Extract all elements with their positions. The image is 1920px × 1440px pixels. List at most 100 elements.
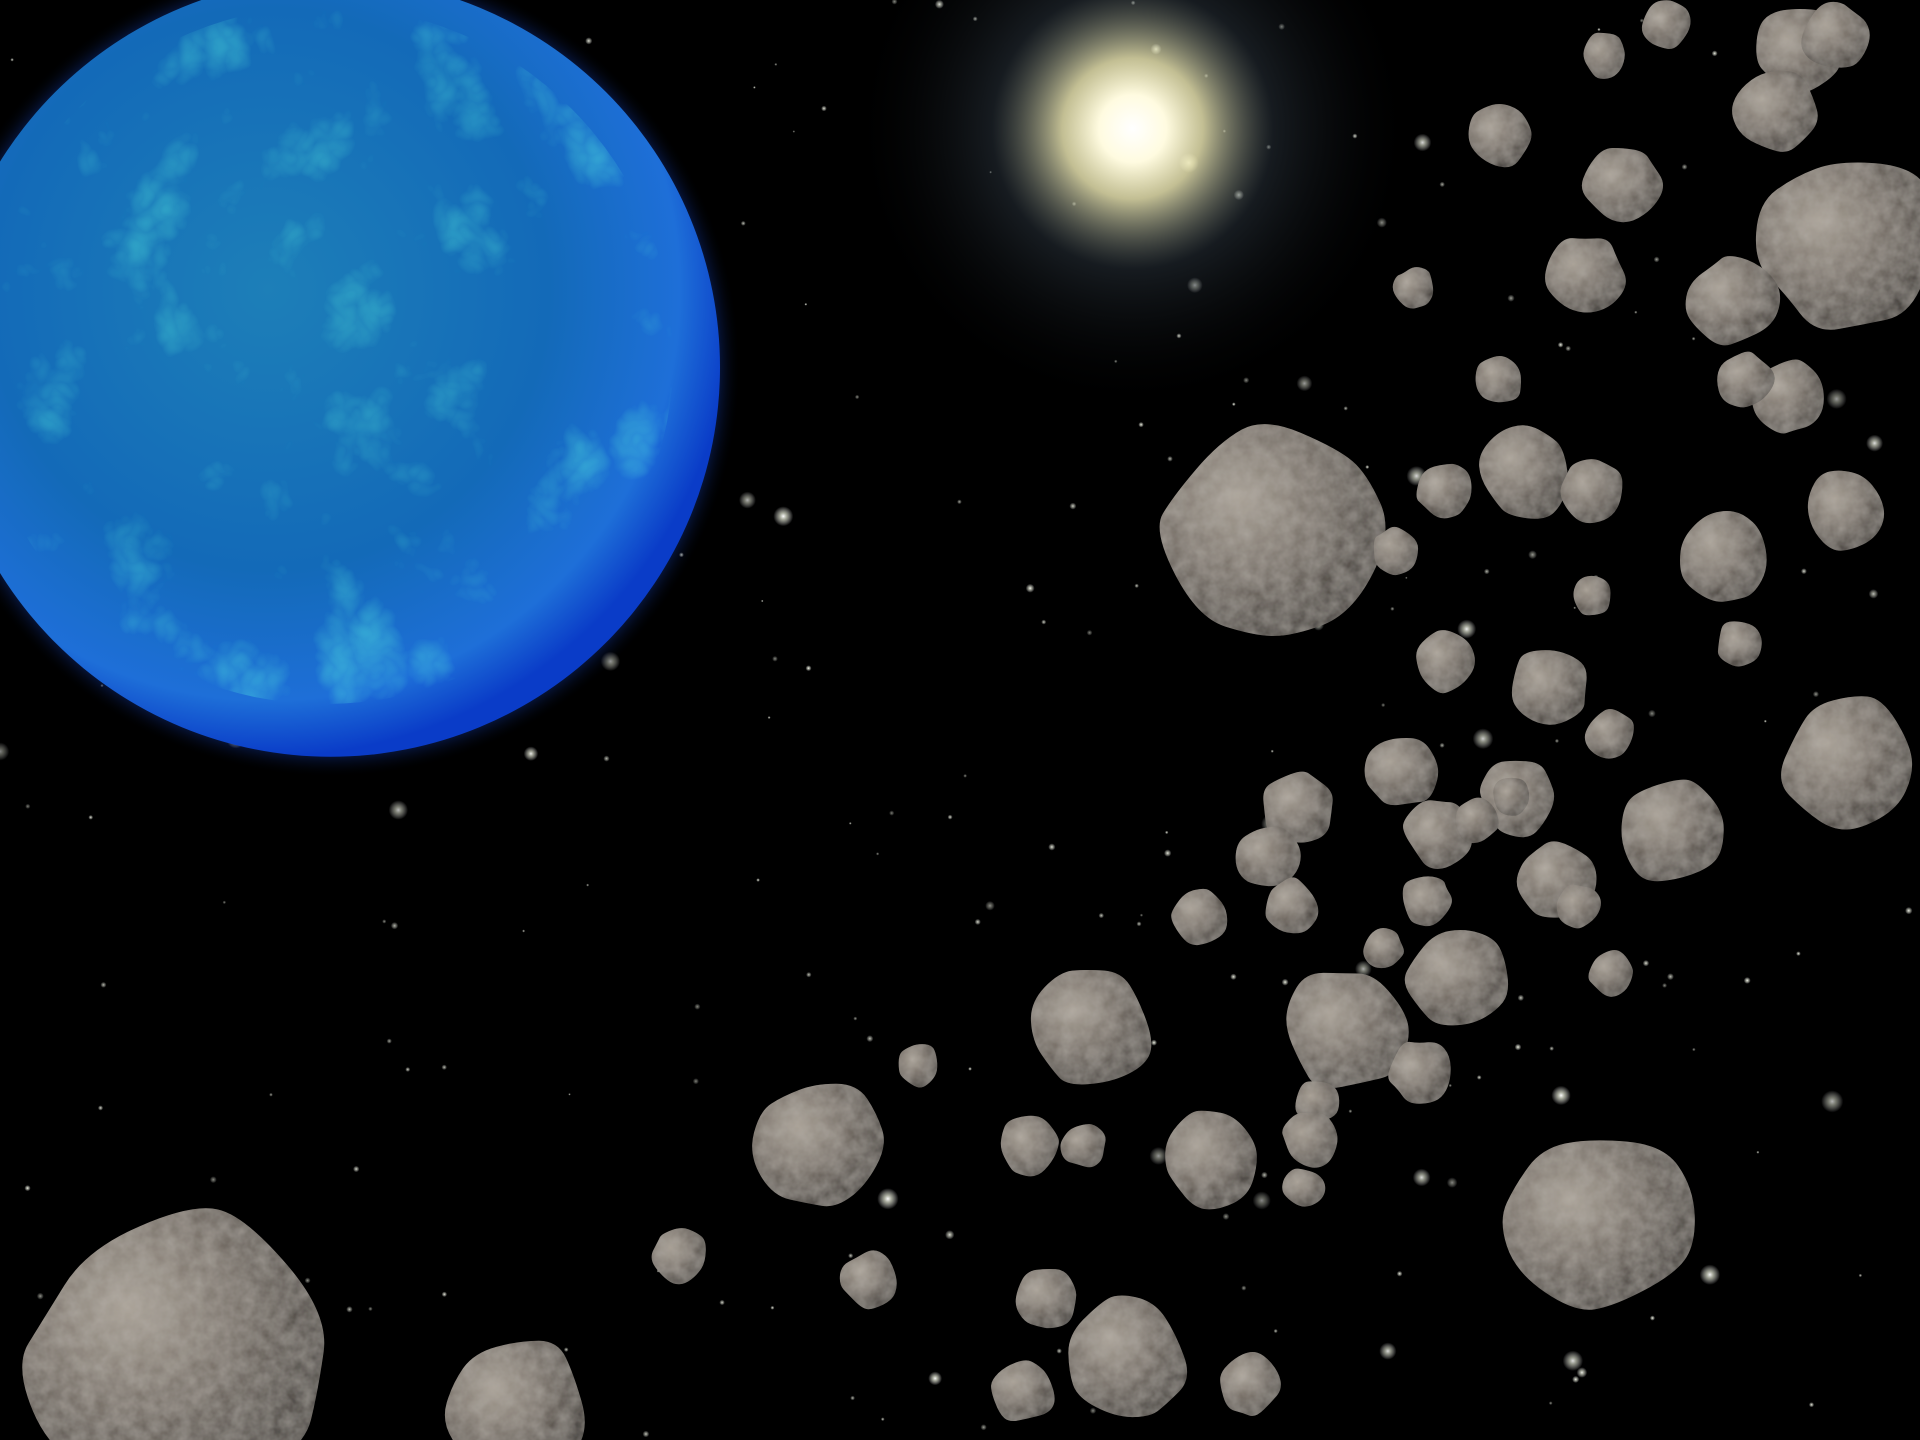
star xyxy=(692,1078,699,1085)
asteroid xyxy=(1545,238,1626,313)
star xyxy=(100,981,107,988)
star xyxy=(1241,1285,1247,1291)
asteroid xyxy=(1717,351,1775,408)
star xyxy=(1150,1039,1158,1046)
star xyxy=(368,1306,373,1312)
star xyxy=(388,800,408,820)
asteroid xyxy=(1801,1,1870,68)
asteroid xyxy=(1641,0,1691,50)
star xyxy=(1572,1375,1580,1383)
star xyxy=(1476,1075,1482,1080)
star xyxy=(866,1035,874,1043)
star xyxy=(694,1003,701,1010)
asteroid xyxy=(839,1250,897,1310)
star xyxy=(386,1038,392,1044)
star xyxy=(88,815,94,820)
star xyxy=(1551,1085,1571,1106)
star xyxy=(848,1253,854,1259)
asteroid xyxy=(1560,459,1623,524)
star xyxy=(1711,50,1718,57)
star xyxy=(1164,830,1169,835)
star xyxy=(719,1299,725,1306)
asteroid xyxy=(1717,621,1762,667)
star xyxy=(1634,310,1638,314)
star xyxy=(563,1347,569,1352)
asteroid xyxy=(22,1208,325,1440)
star xyxy=(1743,977,1751,984)
asteroid xyxy=(1220,1351,1281,1417)
star xyxy=(854,394,860,400)
star xyxy=(985,900,995,911)
star xyxy=(821,105,827,112)
star xyxy=(740,220,746,226)
star xyxy=(1405,576,1408,580)
star xyxy=(1528,550,1537,560)
asteroid xyxy=(1295,1081,1340,1122)
star xyxy=(1446,1177,1458,1188)
asteroid xyxy=(1755,162,1920,330)
asteroid xyxy=(752,1083,884,1207)
star xyxy=(1565,345,1572,352)
asteroid xyxy=(1685,256,1781,346)
asteroid xyxy=(1404,930,1509,1026)
asteroid xyxy=(1680,511,1767,602)
star xyxy=(1763,719,1767,723)
asteroid xyxy=(991,1360,1055,1421)
star xyxy=(382,919,387,924)
asteroid xyxy=(444,1340,585,1440)
asteroid-field xyxy=(22,0,1920,1440)
star xyxy=(1642,960,1650,967)
star xyxy=(1514,1043,1522,1051)
asteroid xyxy=(1584,708,1634,759)
star xyxy=(1270,749,1274,753)
asteroid xyxy=(1030,970,1152,1085)
star xyxy=(603,755,610,762)
star xyxy=(756,878,760,882)
star xyxy=(880,1417,885,1422)
asteroid xyxy=(1282,1168,1326,1207)
asteroid xyxy=(1159,424,1386,637)
star xyxy=(767,716,771,720)
star xyxy=(770,1305,775,1310)
star xyxy=(1041,619,1047,625)
star xyxy=(1549,1046,1554,1051)
star xyxy=(1507,294,1515,302)
star xyxy=(1548,1401,1553,1405)
asteroid xyxy=(1416,463,1472,519)
star xyxy=(753,86,756,89)
star xyxy=(1573,606,1577,610)
star xyxy=(1252,1191,1271,1210)
asteroid xyxy=(651,1228,706,1285)
star xyxy=(269,1092,273,1097)
asteroid xyxy=(1015,1268,1077,1329)
star xyxy=(1365,465,1370,469)
star xyxy=(1472,728,1494,750)
sun xyxy=(851,0,1415,411)
star xyxy=(761,599,764,603)
star xyxy=(1457,619,1477,639)
star xyxy=(1554,738,1560,744)
star xyxy=(963,774,967,778)
star xyxy=(1231,402,1236,407)
asteroid xyxy=(1282,1112,1338,1168)
star xyxy=(1662,983,1668,988)
star xyxy=(853,1016,858,1021)
star xyxy=(522,929,526,933)
star xyxy=(1826,388,1847,409)
star xyxy=(1439,742,1445,748)
star xyxy=(1562,1350,1584,1371)
asteroid xyxy=(1171,888,1228,946)
star xyxy=(1138,421,1144,428)
star xyxy=(1905,906,1913,915)
star xyxy=(1296,375,1313,392)
asteroid xyxy=(1363,928,1404,969)
asteroid xyxy=(1511,650,1587,725)
star xyxy=(1056,1348,1062,1354)
star xyxy=(738,491,756,509)
asteroid xyxy=(1165,1110,1257,1210)
star xyxy=(772,655,778,662)
star xyxy=(1086,629,1093,636)
star xyxy=(1069,502,1077,510)
star xyxy=(1134,583,1139,588)
